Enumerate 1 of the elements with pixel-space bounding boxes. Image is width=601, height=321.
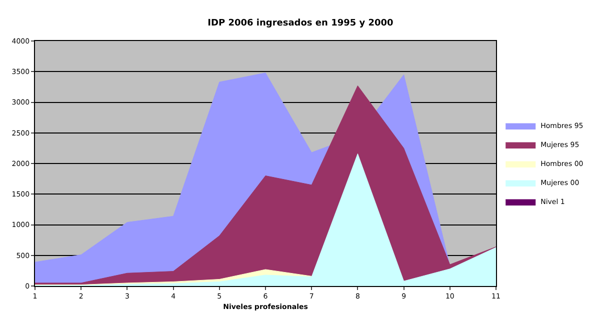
chart-title: IDP 2006 ingresados en 1995 y 2000 [208,18,394,29]
